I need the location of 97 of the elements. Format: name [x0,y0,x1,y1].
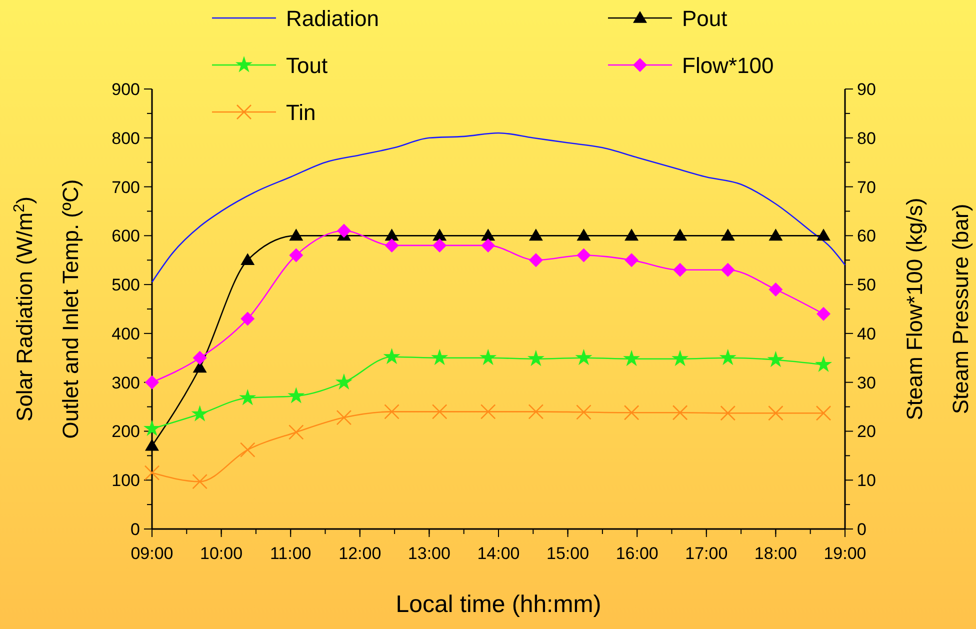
y-tick-label: 700 [112,178,140,197]
x-tick-label: 15:00 [546,544,590,563]
point [816,228,831,241]
point [767,350,784,368]
y-tick-label: 0 [130,520,140,539]
point [672,350,689,366]
point [289,228,304,241]
point [720,405,736,421]
point [192,350,207,365]
x-tick-label: 09:00 [130,544,174,563]
point [239,389,256,406]
x-axis-title: Local time (hh:mm) [396,591,602,618]
point [575,348,592,366]
y2-tick-label: 70 [857,178,876,197]
y2-tick-label: 60 [857,226,876,246]
x-tick-label: 13:00 [408,544,450,563]
point [528,404,544,420]
y-tick-label: 300 [112,373,140,392]
point [768,228,783,241]
legend-label: Flow*100 [682,53,774,78]
legend-label: Tin [286,100,316,125]
point [720,262,735,277]
point [481,238,496,252]
point [240,312,255,326]
point [672,404,688,420]
point [624,253,639,268]
point [432,238,447,252]
x-tick-label: 14:00 [477,544,520,563]
legend-label: Tout [286,53,328,78]
point [143,420,161,436]
point [335,373,352,390]
y2-axis-title: Steam Flow*100 (kg/s) Steam Pressure (bar) [902,198,973,420]
y2-tick-label: 30 [857,373,876,392]
point [528,253,543,268]
point [240,442,256,458]
point [673,262,688,277]
x-tick-label: 12:00 [338,544,382,563]
x-tick-label: 11:00 [270,544,312,563]
point [191,405,208,422]
point [432,228,447,241]
point [144,465,160,480]
point [816,405,832,421]
x-tick-label: 10:00 [200,544,243,563]
point [480,348,497,366]
x-tick-label: 16:00 [616,544,658,563]
point [527,350,544,366]
point [815,356,832,372]
y2-tick-label: 40 [857,324,876,344]
point [192,474,208,490]
point [288,387,305,404]
line-series [151,132,846,283]
point [481,228,496,241]
y2-tick-label: 80 [857,128,876,148]
point [623,350,640,366]
point [816,306,831,321]
y-tick-label: 900 [112,80,140,99]
point [383,348,400,364]
point [768,405,784,421]
point [145,438,159,451]
point [719,348,736,366]
point [336,224,351,238]
point [576,404,592,420]
point [480,404,496,420]
point [384,404,400,420]
point [384,228,399,241]
y2-tick-label: 20 [857,422,876,442]
point [289,248,304,262]
point [432,404,448,420]
y2-tick-label: 0 [857,520,866,539]
y-tick-label: 200 [112,422,140,442]
y2-tick-label: 50 [857,276,876,295]
point [720,228,735,241]
y-tick-label: 500 [112,276,140,295]
x-tick-label: 19:00 [824,544,866,563]
x-tick-label: 18:00 [754,544,797,563]
point [240,253,255,266]
y-tick-label: 400 [112,324,140,344]
legend-label: Pout [682,6,728,31]
y-tick-label: 600 [112,226,140,246]
point [768,282,783,296]
point [431,348,448,366]
point [288,424,304,440]
point [624,228,639,241]
y2-tick-label: 10 [857,471,876,490]
point [336,410,352,426]
point [384,238,399,252]
point [145,375,159,390]
point [576,228,591,241]
legend-label: Radiation [286,6,379,31]
y-tick-label: 100 [112,471,140,490]
x-tick-label: 17:00 [685,544,728,563]
point [576,248,591,262]
point [673,228,688,241]
point [528,228,543,241]
y2-tick-label: 90 [857,80,876,99]
y-tick-label: 800 [112,128,140,148]
point [624,404,640,420]
